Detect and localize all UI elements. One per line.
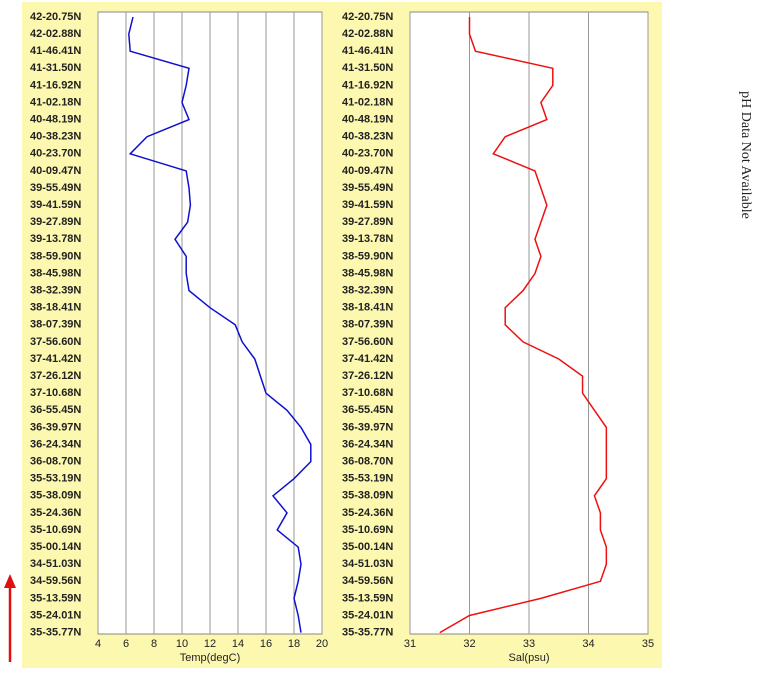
x-tick-label: 8 xyxy=(151,638,157,650)
x-tick-label: 4 xyxy=(95,638,101,650)
y-tick-label: 38-18.41N xyxy=(342,302,393,314)
y-tick-label: 42-02.88N xyxy=(30,28,81,40)
y-tick-label: 35-38.09N xyxy=(30,490,81,502)
y-tick-label: 36-08.70N xyxy=(342,456,393,468)
y-tick-label: 41-46.41N xyxy=(342,45,393,57)
y-tick-label: 39-13.78N xyxy=(342,233,393,245)
y-tick-label: 35-35.77N xyxy=(30,627,81,639)
y-tick-label: 35-35.77N xyxy=(342,627,393,639)
y-tick-label: 41-02.18N xyxy=(342,96,393,108)
y-tick-label: 35-10.69N xyxy=(30,524,81,536)
y-tick-label: 35-24.01N xyxy=(342,609,393,621)
y-tick-label: 39-55.49N xyxy=(30,182,81,194)
x-tick-label: 20 xyxy=(316,638,328,650)
x-tick-label: 35 xyxy=(642,638,654,650)
y-tick-label: 41-31.50N xyxy=(342,62,393,74)
data-line xyxy=(128,16,312,633)
y-tick-label: 35-10.69N xyxy=(342,524,393,536)
y-tick-label: 39-27.89N xyxy=(342,216,393,228)
y-tick-label: 40-23.70N xyxy=(342,148,393,160)
x-tick-label: 33 xyxy=(523,638,535,650)
y-tick-label: 37-41.42N xyxy=(342,353,393,365)
y-tick-label: 34-59.56N xyxy=(342,575,393,587)
y-tick-label: 40-09.47N xyxy=(30,165,81,177)
y-tick-label: 35-24.36N xyxy=(342,507,393,519)
y-tick-label: 37-56.60N xyxy=(342,336,393,348)
x-tick-label: 12 xyxy=(204,638,216,650)
y-tick-label: 42-20.75N xyxy=(30,11,81,23)
y-tick-label: 36-39.97N xyxy=(342,421,393,433)
y-tick-label: 37-41.42N xyxy=(30,353,81,365)
y-tick-label: 38-18.41N xyxy=(30,302,81,314)
y-tick-label: 40-48.19N xyxy=(342,114,393,126)
x-tick-label: 14 xyxy=(232,638,244,650)
x-tick-label: 16 xyxy=(260,638,272,650)
y-tick-label: 41-16.92N xyxy=(30,79,81,91)
y-tick-label: 37-26.12N xyxy=(30,370,81,382)
y-tick-label: 42-20.75N xyxy=(342,11,393,23)
y-tick-label: 37-10.68N xyxy=(342,387,393,399)
y-tick-label: 36-55.45N xyxy=(342,404,393,416)
data-line xyxy=(439,17,608,634)
y-tick-label: 41-31.50N xyxy=(30,62,81,74)
x-tick-label: 31 xyxy=(404,638,416,650)
y-tick-label: 38-59.90N xyxy=(342,250,393,262)
y-tick-label: 35-24.36N xyxy=(30,507,81,519)
y-tick-label: 42-02.88N xyxy=(342,28,393,40)
y-tick-label: 38-59.90N xyxy=(30,250,81,262)
y-tick-label: 36-55.45N xyxy=(30,404,81,416)
x-axis-label: Temp(degC) xyxy=(180,652,241,664)
y-tick-label: 35-13.59N xyxy=(30,592,81,604)
x-tick-label: 34 xyxy=(582,638,594,650)
y-tick-label: 35-53.19N xyxy=(30,473,81,485)
y-tick-label: 35-00.14N xyxy=(342,541,393,553)
y-tick-label: 40-38.23N xyxy=(342,131,393,143)
y-tick-label: 35-53.19N xyxy=(342,473,393,485)
y-tick-label: 38-45.98N xyxy=(30,267,81,279)
y-tick-label: 40-09.47N xyxy=(342,165,393,177)
x-tick-label: 32 xyxy=(463,638,475,650)
y-tick-label: 40-23.70N xyxy=(30,148,81,160)
y-tick-label: 39-41.59N xyxy=(342,199,393,211)
annotation: pH Data Not Available xyxy=(738,91,753,219)
y-tick-label: 38-45.98N xyxy=(342,267,393,279)
y-tick-label: 37-56.60N xyxy=(30,336,81,348)
y-tick-label: 39-13.78N xyxy=(30,233,81,245)
y-tick-label: 39-41.59N xyxy=(30,199,81,211)
y-tick-label: 36-24.34N xyxy=(342,438,393,450)
y-tick-label: 34-59.56N xyxy=(30,575,81,587)
y-tick-label: 35-00.14N xyxy=(30,541,81,553)
y-tick-label: 39-27.89N xyxy=(30,216,81,228)
x-axis-label: Sal(psu) xyxy=(509,652,550,664)
y-tick-label: 35-24.01N xyxy=(30,609,81,621)
x-tick-label: 6 xyxy=(123,638,129,650)
y-tick-label: 40-48.19N xyxy=(30,114,81,126)
y-tick-label: 38-07.39N xyxy=(342,319,393,331)
y-tick-label: 37-26.12N xyxy=(342,370,393,382)
y-tick-label: 35-38.09N xyxy=(342,490,393,502)
y-tick-label: 36-08.70N xyxy=(30,456,81,468)
y-tick-label: 34-51.03N xyxy=(30,558,81,570)
y-tick-label: 40-38.23N xyxy=(30,131,81,143)
y-tick-label: 41-16.92N xyxy=(342,79,393,91)
y-tick-label: 36-24.34N xyxy=(30,438,81,450)
y-tick-label: 38-32.39N xyxy=(30,285,81,297)
x-tick-label: 10 xyxy=(176,638,188,650)
y-tick-label: 38-32.39N xyxy=(342,285,393,297)
x-tick-label: 18 xyxy=(288,638,300,650)
y-tick-label: 38-07.39N xyxy=(30,319,81,331)
y-tick-label: 37-10.68N xyxy=(30,387,81,399)
y-tick-label: 34-51.03N xyxy=(342,558,393,570)
y-tick-label: 41-02.18N xyxy=(30,96,81,108)
y-tick-label: 36-39.97N xyxy=(30,421,81,433)
y-tick-label: 41-46.41N xyxy=(30,45,81,57)
y-tick-label: 39-55.49N xyxy=(342,182,393,194)
y-tick-label: 35-13.59N xyxy=(342,592,393,604)
arrow-head xyxy=(4,574,16,588)
